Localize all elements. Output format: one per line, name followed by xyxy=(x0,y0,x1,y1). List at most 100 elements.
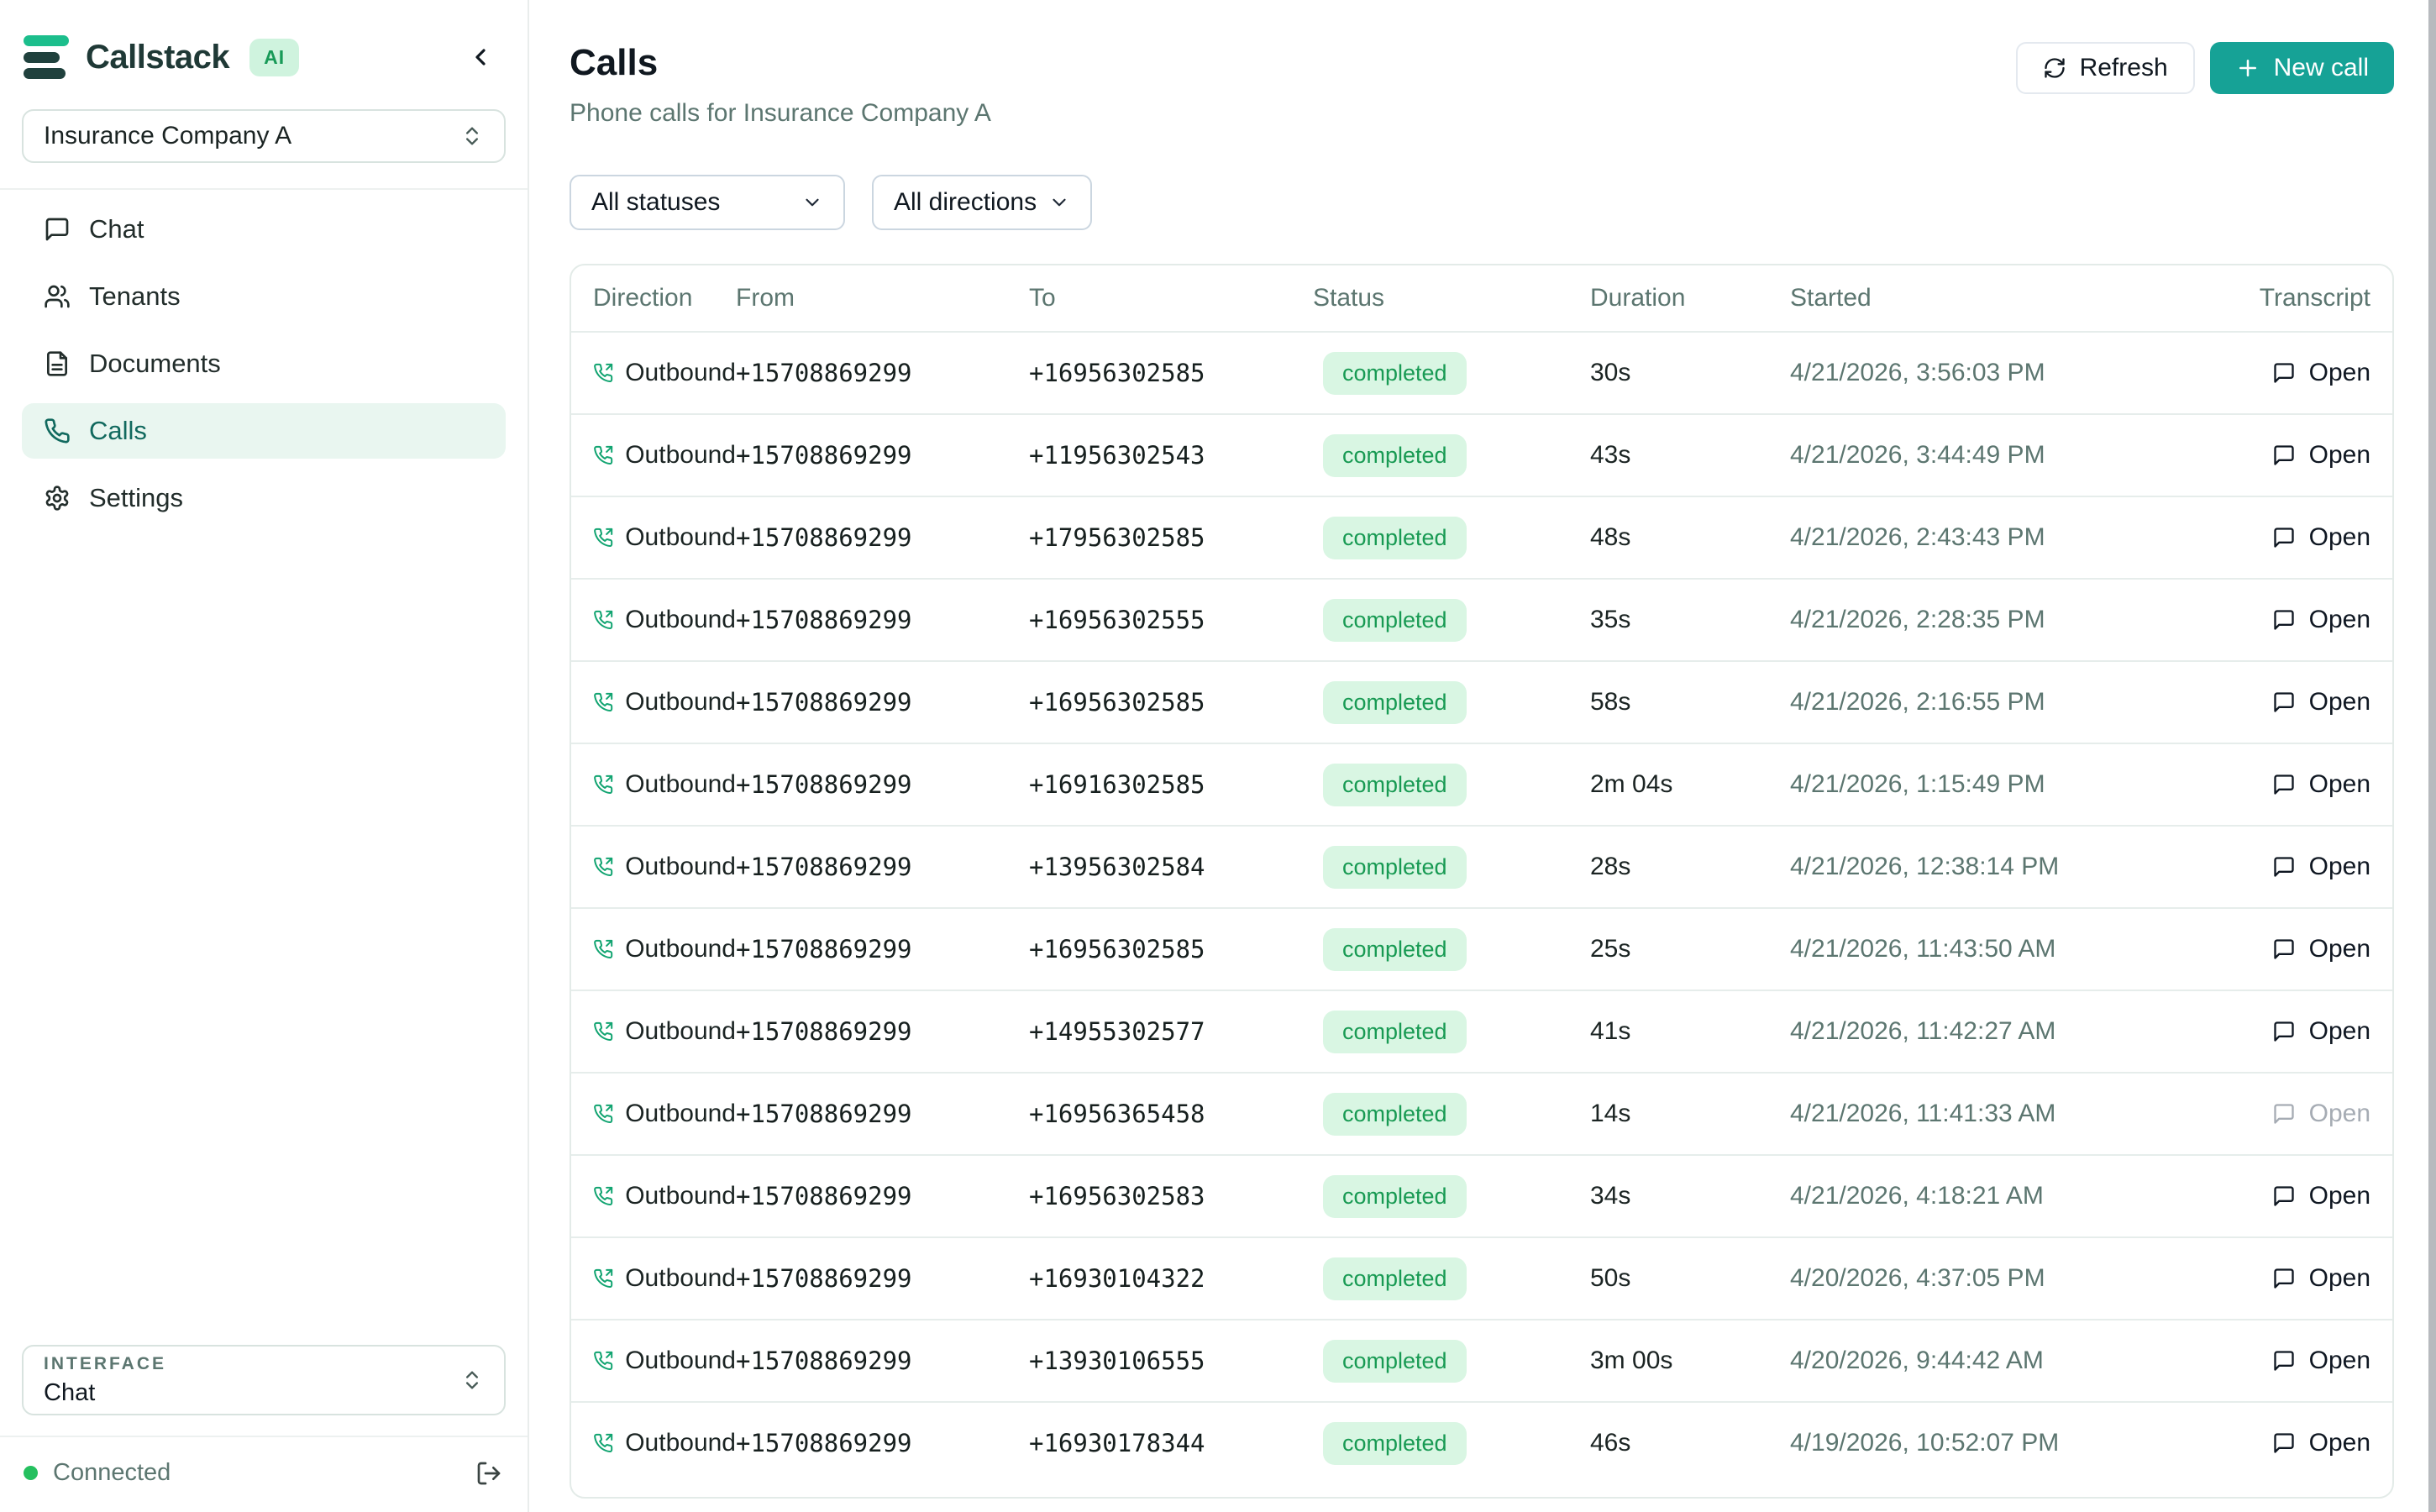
started-timestamp: 4/20/2026, 4:37:05 PM xyxy=(1790,1264,2045,1292)
chevrons-up-down-icon xyxy=(466,127,478,145)
sidebar-item-calls[interactable]: Calls xyxy=(22,403,506,459)
duration-value: 50s xyxy=(1590,1264,1631,1292)
table-row: Outbound +15708869299 +16956302585 compl… xyxy=(571,660,2392,743)
status-badge: completed xyxy=(1323,1339,1467,1383)
from-number: +15708869299 xyxy=(736,770,912,799)
open-transcript-button[interactable]: Open xyxy=(2272,1429,2370,1457)
direction-cell: Outbound xyxy=(593,1100,736,1128)
to-number: +13956302584 xyxy=(1029,853,1205,881)
open-transcript-button[interactable]: Open xyxy=(2272,359,2370,387)
table-row: Outbound +15708869299 +16916302585 compl… xyxy=(571,743,2392,825)
sidebar-item-label: Chat xyxy=(89,214,144,244)
transcript-chat-icon xyxy=(2273,1433,2294,1453)
tenant-selector-value: Insurance Company A xyxy=(44,122,292,150)
phone-outgoing-icon xyxy=(594,528,613,548)
direction-label: Outbound xyxy=(625,1429,736,1457)
duration-value: 3m 00s xyxy=(1590,1347,1673,1374)
direction-label: Outbound xyxy=(625,770,736,798)
table-body: Outbound +15708869299 +16956302585 compl… xyxy=(571,331,2392,1483)
table-row: Outbound +15708869299 +17956302585 compl… xyxy=(571,496,2392,578)
phone-outgoing-icon xyxy=(594,1433,613,1453)
open-transcript-button[interactable]: Open xyxy=(2272,441,2370,470)
status-badge: completed xyxy=(1323,680,1467,724)
col-header-from: From xyxy=(736,284,795,312)
status-badge: completed xyxy=(1323,763,1467,806)
brand-row: Callstack AI xyxy=(0,0,528,79)
chevron-left-icon xyxy=(475,49,486,66)
direction-cell: Outbound xyxy=(593,1264,736,1293)
from-number: +15708869299 xyxy=(736,1017,912,1046)
sidebar-nav: Chat Tenants Documents Calls Settings xyxy=(0,190,528,538)
from-number: +15708869299 xyxy=(736,1347,912,1375)
open-transcript-button[interactable]: Open xyxy=(2272,606,2370,634)
direction-cell: Outbound xyxy=(593,1182,736,1210)
duration-value: 48s xyxy=(1590,523,1631,551)
open-transcript-button[interactable]: Open xyxy=(2272,688,2370,717)
duration-value: 14s xyxy=(1590,1100,1631,1127)
logout-button[interactable] xyxy=(475,1460,502,1487)
open-transcript-button[interactable]: Open xyxy=(2272,853,2370,881)
open-transcript-button[interactable]: Open xyxy=(2272,1347,2370,1375)
to-number: +16956302585 xyxy=(1029,359,1205,387)
to-number: +13930106555 xyxy=(1029,1347,1205,1375)
started-timestamp: 4/21/2026, 2:43:43 PM xyxy=(1790,523,2045,551)
phone-outgoing-icon xyxy=(594,363,613,383)
to-number: +16956302585 xyxy=(1029,935,1205,963)
open-transcript-button[interactable]: Open xyxy=(2272,1182,2370,1210)
duration-value: 30s xyxy=(1590,359,1631,386)
callstack-logo-icon xyxy=(24,35,69,79)
interface-selector[interactable]: INTERFACE Chat xyxy=(22,1345,506,1415)
sidebar-bottom: INTERFACE Chat Connected xyxy=(0,1345,528,1512)
direction-label: Outbound xyxy=(625,935,736,963)
transcript-chat-icon xyxy=(2273,610,2294,630)
direction-filter-select[interactable]: All directions xyxy=(872,175,1092,230)
open-transcript-button[interactable]: Open xyxy=(2272,523,2370,552)
started-timestamp: 4/21/2026, 3:56:03 PM xyxy=(1790,359,2045,386)
status-badge: completed xyxy=(1323,598,1467,642)
to-number: +16930178344 xyxy=(1029,1429,1205,1457)
status-filter-select[interactable]: All statuses xyxy=(570,175,845,230)
status-badge: completed xyxy=(1323,1257,1467,1300)
direction-cell: Outbound xyxy=(593,523,736,552)
direction-cell: Outbound xyxy=(593,935,736,963)
refresh-button[interactable]: Refresh xyxy=(2015,42,2195,94)
to-number: +17956302585 xyxy=(1029,523,1205,552)
chat-icon xyxy=(45,218,69,241)
status-badge: completed xyxy=(1323,1174,1467,1218)
open-transcript-button[interactable]: Open xyxy=(2272,770,2370,799)
direction-cell: Outbound xyxy=(593,359,736,387)
open-transcript-button[interactable]: Open xyxy=(2272,1017,2370,1046)
phone-outgoing-icon xyxy=(594,1104,613,1124)
direction-label: Outbound xyxy=(625,441,736,469)
scrollbar[interactable] xyxy=(2428,0,2436,1512)
sidebar-item-documents[interactable]: Documents xyxy=(22,336,506,391)
from-number: +15708869299 xyxy=(736,606,912,634)
status-badge: completed xyxy=(1323,1092,1467,1136)
main-content: Calls Phone calls for Insurance Company … xyxy=(529,0,2436,1512)
transcript-chat-icon xyxy=(2273,528,2294,548)
phone-outgoing-icon xyxy=(594,610,613,630)
refresh-icon xyxy=(2044,58,2065,78)
status-badge: completed xyxy=(1323,1421,1467,1465)
brand-name: Callstack xyxy=(86,38,230,76)
transcript-chat-icon xyxy=(2273,445,2294,465)
sidebar-item-tenants[interactable]: Tenants xyxy=(22,269,506,324)
open-transcript-button[interactable]: Open xyxy=(2272,1264,2370,1293)
transcript-chat-icon xyxy=(2273,1021,2294,1042)
tenant-selector[interactable]: Insurance Company A xyxy=(22,109,506,163)
sidebar-collapse-button[interactable] xyxy=(467,44,494,71)
sidebar-item-settings[interactable]: Settings xyxy=(22,470,506,526)
open-transcript-button[interactable]: Open xyxy=(2272,935,2370,963)
col-header-started: Started xyxy=(1790,284,1872,312)
started-timestamp: 4/21/2026, 11:42:27 AM xyxy=(1790,1017,2056,1045)
phone-outgoing-icon xyxy=(594,445,613,465)
documents-icon xyxy=(47,351,67,376)
table-row: Outbound +15708869299 +11956302543 compl… xyxy=(571,413,2392,496)
new-call-button[interactable]: New call xyxy=(2209,42,2394,94)
table-header: Direction From To Status Duration Starte… xyxy=(571,265,2392,331)
ai-badge: AI xyxy=(249,38,300,76)
sidebar-item-chat[interactable]: Chat xyxy=(22,202,506,257)
duration-value: 43s xyxy=(1590,441,1631,469)
phone-outgoing-icon xyxy=(594,1021,613,1042)
transcript-chat-icon xyxy=(2273,692,2294,712)
